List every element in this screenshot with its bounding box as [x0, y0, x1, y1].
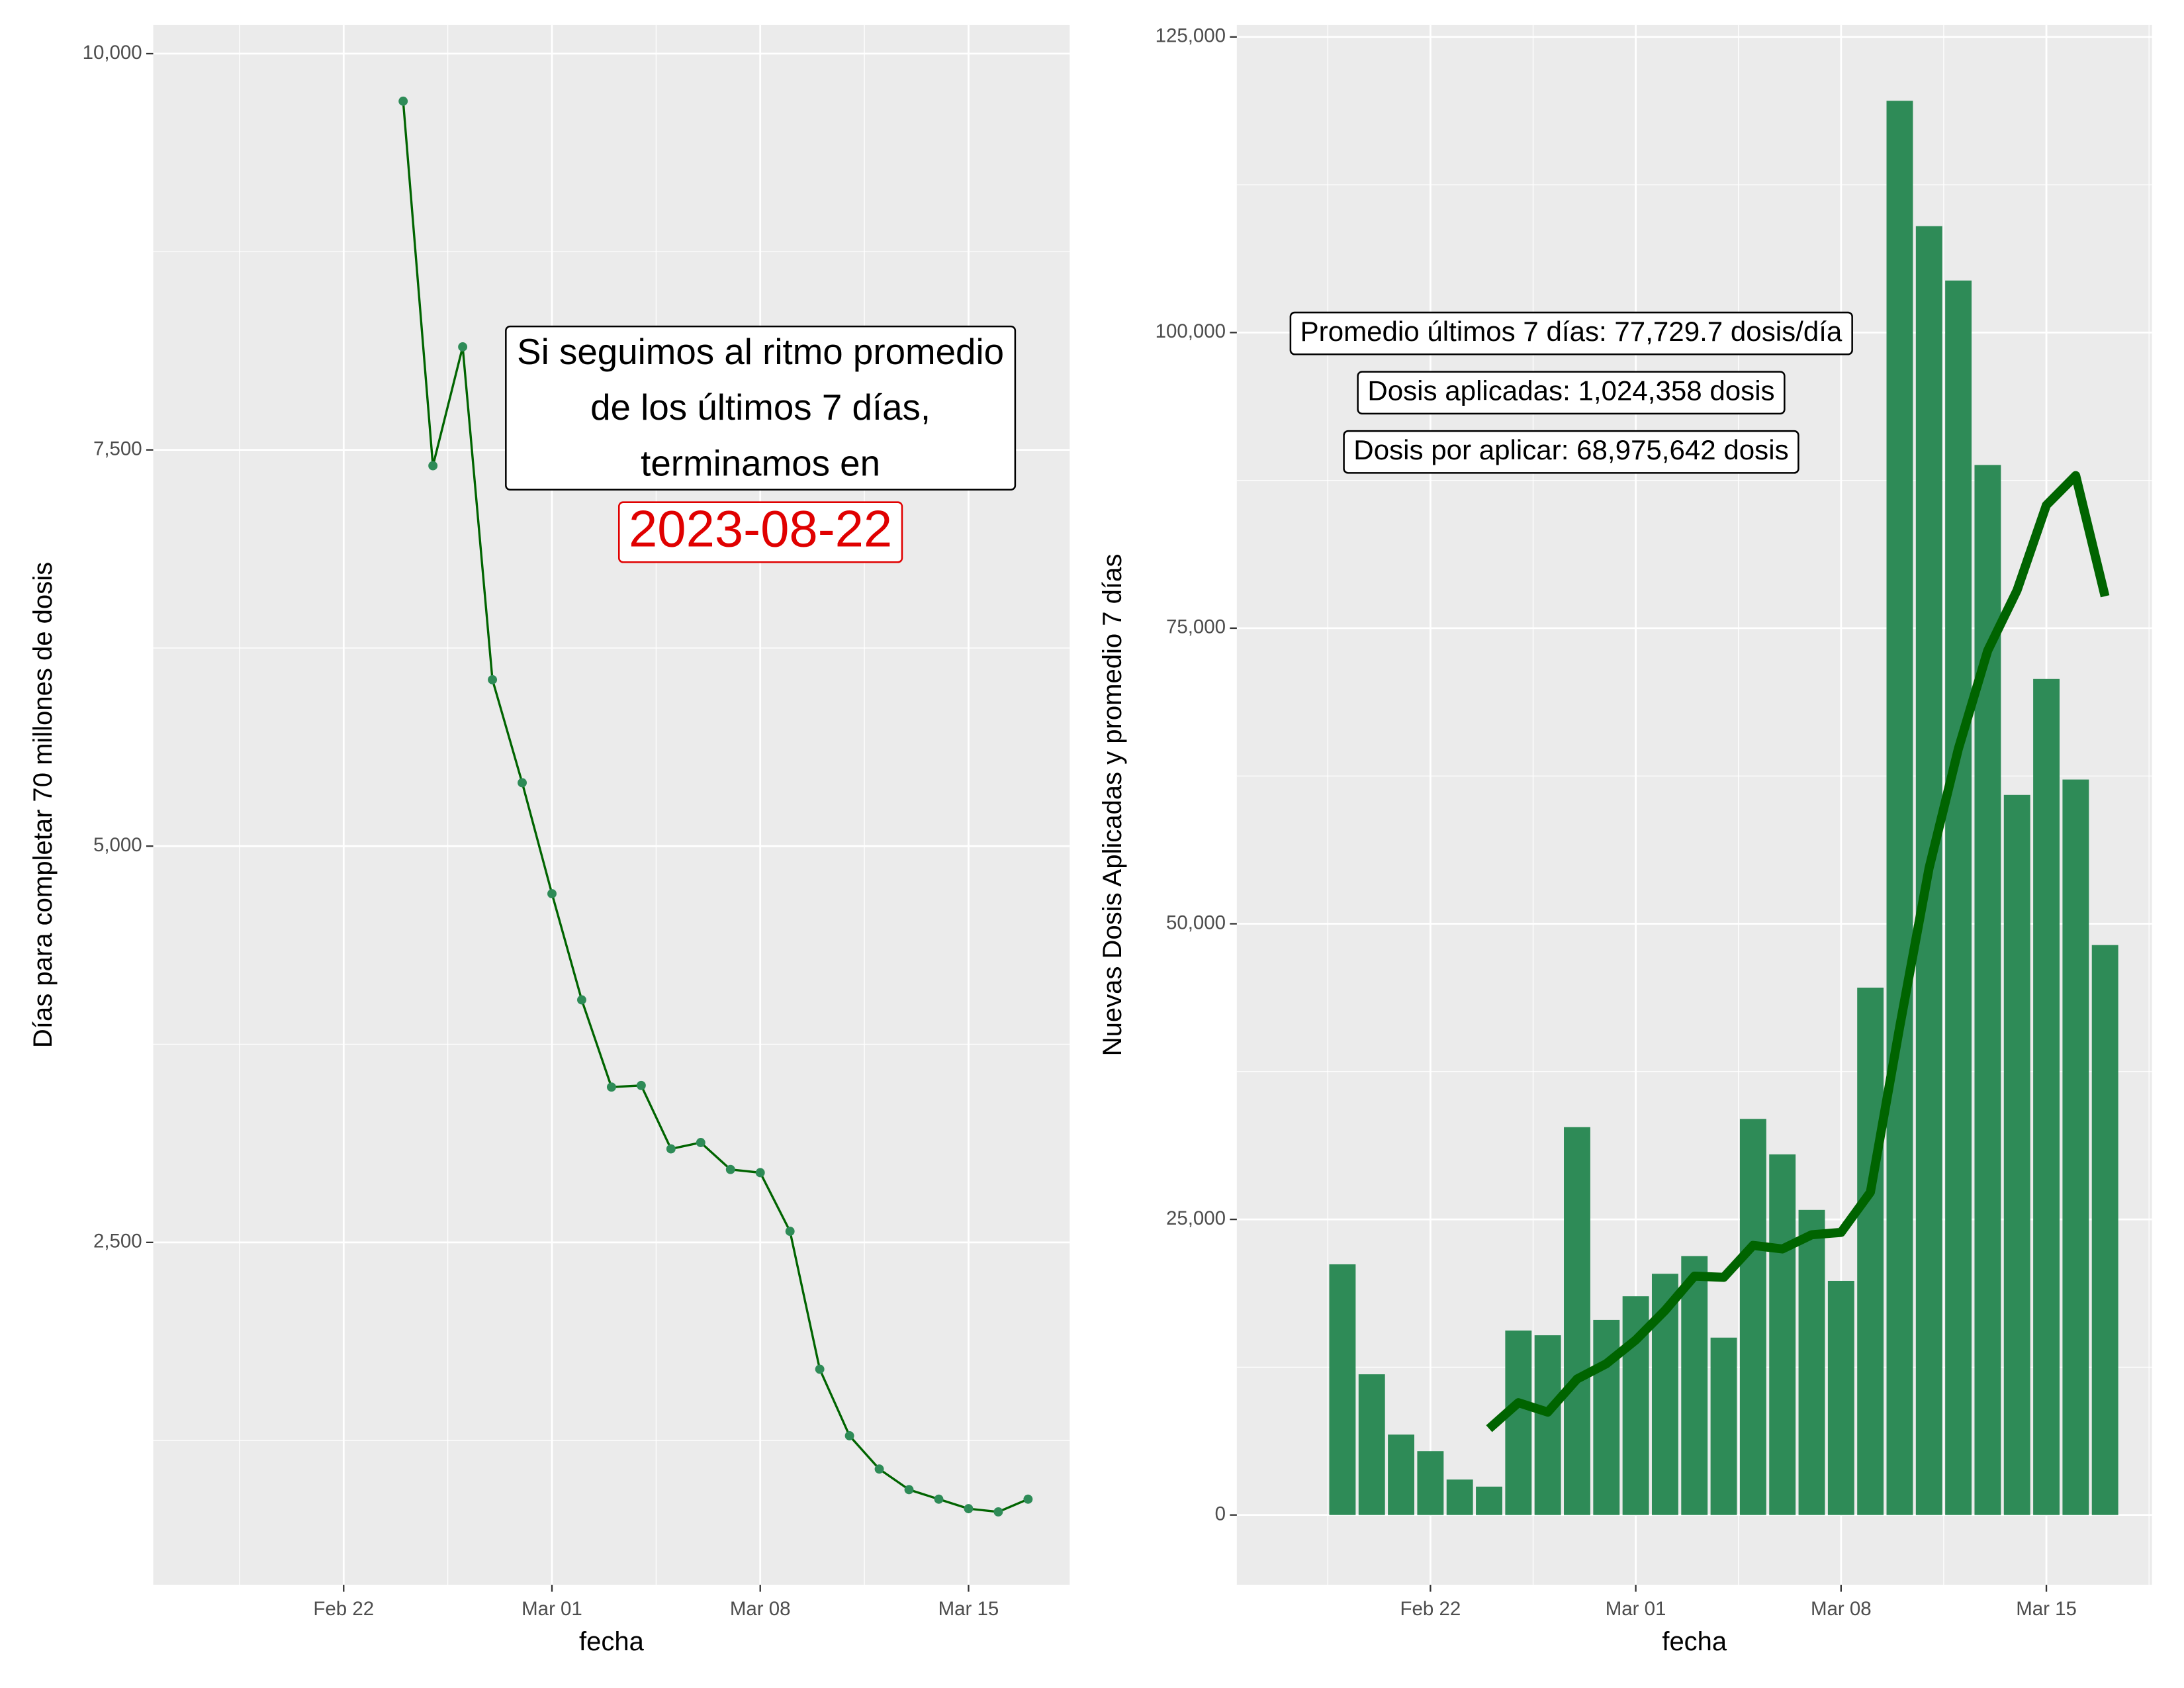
x-tick-label: Feb 22	[313, 1598, 374, 1620]
highlight-box	[617, 501, 903, 563]
line	[402, 101, 1029, 1513]
bar	[1564, 1127, 1590, 1515]
annotation-box	[505, 325, 1017, 491]
point	[964, 1504, 974, 1514]
point	[518, 778, 527, 788]
point	[696, 1138, 705, 1147]
point	[725, 1164, 735, 1174]
point	[904, 1485, 914, 1495]
y-tick-label: 0	[1215, 1503, 1226, 1524]
x-axis-title: fecha	[1662, 1627, 1727, 1656]
point	[1023, 1494, 1033, 1504]
bar	[1505, 1330, 1532, 1515]
x-tick-label: Mar 01	[522, 1598, 582, 1620]
point	[844, 1431, 854, 1440]
line	[1486, 471, 2110, 1432]
point	[666, 1144, 676, 1154]
bar	[1798, 1209, 1825, 1515]
annotation-text: Promedio últimos 7 días: 77,729.7 dosis/…	[1300, 316, 1843, 347]
annotation: Si seguimos al ritmo promedio de los últi…	[505, 325, 1017, 563]
y-tick-label: 7,500	[93, 438, 142, 459]
point	[547, 889, 557, 899]
bar	[2062, 779, 2089, 1515]
bar	[1417, 1451, 1444, 1515]
x-tick-label: Mar 08	[1811, 1598, 1872, 1620]
annotation-box	[1343, 430, 1799, 474]
y-tick-label: 75,000	[1166, 616, 1226, 638]
y-tick-label: 50,000	[1166, 912, 1226, 933]
bar	[1534, 1335, 1561, 1515]
annotation-text: Si seguimos al ritmo promedio	[517, 331, 1004, 372]
point	[993, 1507, 1003, 1517]
point	[606, 1082, 616, 1092]
point	[815, 1364, 825, 1374]
x-axis-title: fecha	[579, 1627, 645, 1656]
bar	[1681, 1256, 1708, 1515]
annotation-text: terminamos en	[641, 442, 880, 483]
annotation-text: Dosis por aplicar: 68,975,642 dosis	[1353, 434, 1788, 465]
annotation-box	[1357, 371, 1786, 415]
bar	[1476, 1486, 1502, 1515]
bar	[1857, 987, 1884, 1515]
annotation-text: Dosis aplicadas: 1,024,358 dosis	[1367, 375, 1774, 406]
x-tick-label: Feb 22	[1400, 1598, 1461, 1620]
y-tick-label: 25,000	[1166, 1207, 1226, 1229]
point	[488, 675, 498, 684]
bar	[2091, 945, 2118, 1515]
bar	[1388, 1434, 1415, 1515]
point	[755, 1168, 765, 1178]
bar	[1710, 1337, 1737, 1515]
point	[428, 461, 438, 471]
y-tick-label: 100,000	[1156, 320, 1226, 342]
y-axis-title: Días para completar 70 millones de dosis	[28, 562, 58, 1048]
bar	[2003, 794, 2030, 1515]
point	[398, 96, 408, 106]
point	[577, 995, 586, 1005]
bar	[1945, 280, 1972, 1515]
y-tick-label: 125,000	[1156, 25, 1226, 47]
point	[636, 1080, 646, 1090]
x-tick-label: Mar 01	[1606, 1598, 1666, 1620]
bar	[1769, 1154, 1796, 1515]
point	[785, 1227, 795, 1237]
bar	[1739, 1119, 1766, 1515]
panel	[153, 24, 1070, 1585]
point	[874, 1464, 884, 1474]
y-tick-label: 10,000	[83, 42, 142, 64]
x-tick-label: Mar 15	[938, 1598, 999, 1620]
y-tick-label: 5,000	[93, 834, 142, 856]
bar	[1446, 1479, 1473, 1515]
point	[458, 342, 468, 352]
bar	[1593, 1319, 1620, 1515]
bar	[1886, 101, 1913, 1515]
x-tick-label: Mar 15	[2016, 1598, 2077, 1620]
y-axis-title: Nuevas Dosis Aplicadas y promedio 7 días	[1098, 554, 1127, 1056]
highlight-text: 2023-08-22	[629, 500, 892, 558]
x-tick-label: Mar 08	[730, 1598, 791, 1620]
bar	[2033, 679, 2060, 1515]
bar	[1827, 1280, 1854, 1515]
bar	[1329, 1264, 1356, 1515]
y-tick-label: 2,500	[93, 1231, 142, 1252]
annotation-text: de los últimos 7 días,	[590, 387, 931, 428]
bar	[1358, 1374, 1385, 1515]
annotation-box	[1289, 311, 1853, 355]
point	[934, 1494, 944, 1504]
